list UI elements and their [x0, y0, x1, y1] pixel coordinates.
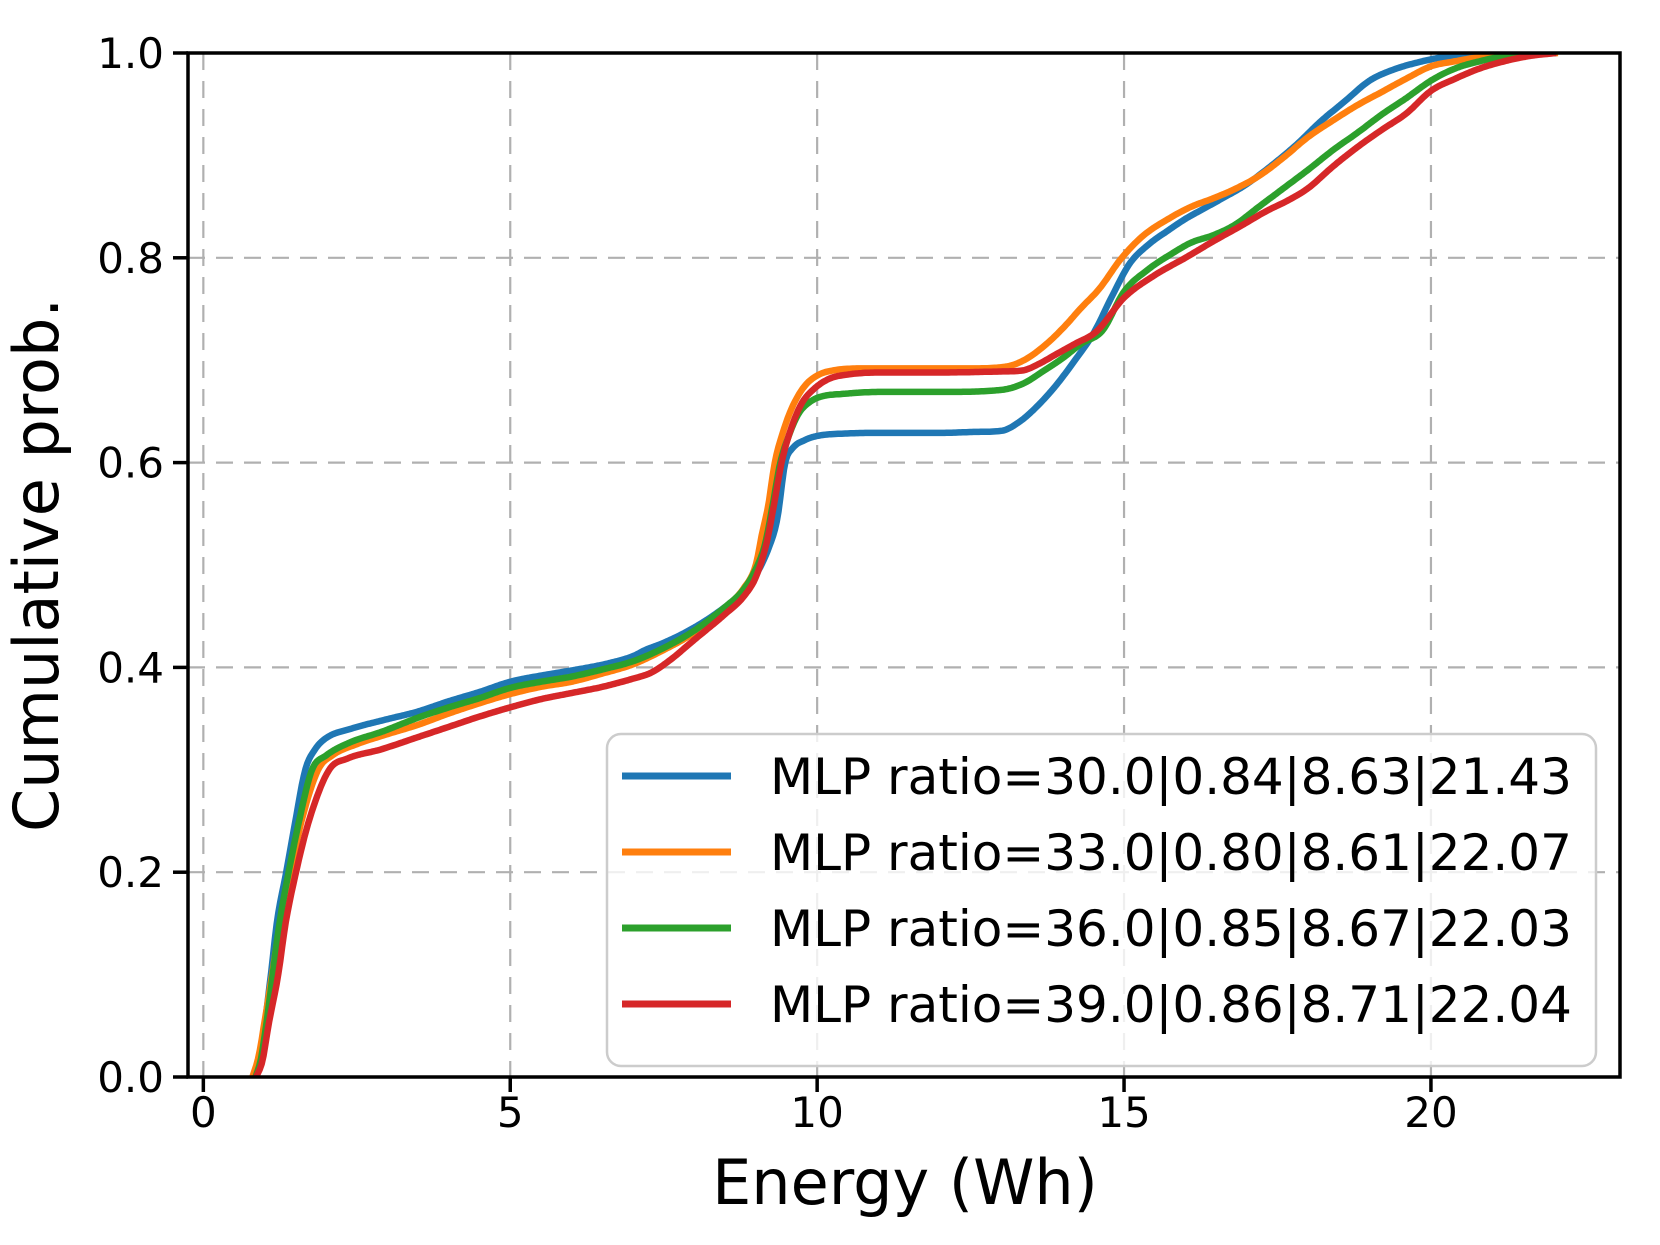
y-tick-label-0.8: 0.8	[97, 234, 164, 283]
legend-label-0: MLP ratio=30.0|0.84|8.63|21.43	[770, 748, 1572, 806]
legend-label-1: MLP ratio=33.0|0.80|8.61|22.07	[770, 824, 1572, 882]
y-tick-label-0.0: 0.0	[97, 1053, 164, 1102]
x-tick-label-5: 5	[497, 1088, 524, 1137]
x-tick-label-10: 10	[790, 1088, 843, 1137]
legend-item-2: MLP ratio=36.0|0.85|8.67|22.03	[622, 900, 1572, 958]
y-axis-label: Cumulative prob.	[0, 298, 73, 832]
series-layer	[249, 53, 1560, 1077]
series-line-2	[252, 53, 1557, 1077]
legend-box	[605, 732, 1598, 1068]
legend-item-1: MLP ratio=33.0|0.80|8.61|22.07	[622, 824, 1572, 882]
x-tick-label-20: 20	[1404, 1088, 1457, 1137]
series-line-1	[249, 53, 1560, 1077]
legend-item-0: MLP ratio=30.0|0.84|8.63|21.43	[622, 748, 1572, 806]
axes-layer	[186, 51, 1622, 1079]
legend-label-2: MLP ratio=36.0|0.85|8.67|22.03	[770, 900, 1572, 958]
y-tick-label-1.0: 1.0	[97, 29, 164, 78]
x-axis-label: Energy (Wh)	[712, 1146, 1098, 1219]
legend-item-3: MLP ratio=39.0|0.86|8.71|22.04	[622, 976, 1572, 1034]
legend-label-3: MLP ratio=39.0|0.86|8.71|22.04	[770, 976, 1572, 1034]
y-tick-label-0.6: 0.6	[97, 439, 164, 488]
x-tick-label-0: 0	[190, 1088, 217, 1137]
x-tick-label-15: 15	[1097, 1088, 1150, 1137]
y-tick-label-0.2: 0.2	[97, 848, 164, 897]
y-tick-label-0.4: 0.4	[97, 643, 164, 692]
legend: MLP ratio=30.0|0.84|8.63|21.43 MLP ratio=…	[605, 732, 1598, 1068]
tick-layer: 0 5 10 15 20 0.0 0.2 0.4 0.6 0.8 1.0	[97, 29, 1457, 1137]
series-line-3	[253, 53, 1558, 1077]
plot-area-border	[186, 51, 1622, 1079]
